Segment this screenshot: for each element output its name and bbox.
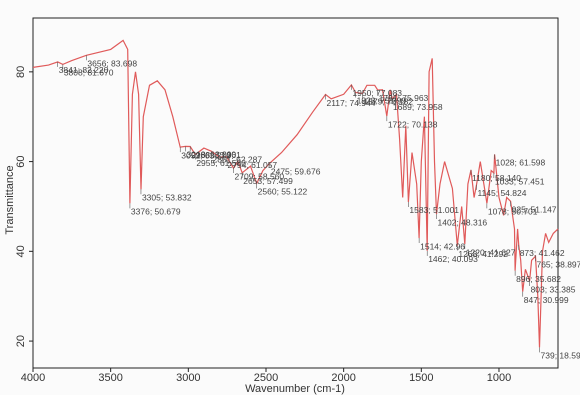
annotation: 2653; 57.499 xyxy=(243,176,293,186)
annotation: 2475; 59.676 xyxy=(271,166,321,176)
annotation: 873; 41.462 xyxy=(520,248,565,258)
annotation: 2560; 55.122 xyxy=(258,187,308,197)
annotation: 2754; 61.057 xyxy=(228,160,278,170)
annotation: 1462; 40.093 xyxy=(428,254,478,264)
annotation: 1879; 75.182 xyxy=(363,97,413,107)
annotation: 3052; 63.219 xyxy=(181,150,231,160)
x-tick-label: 2000 xyxy=(331,372,355,384)
y-tick-label: 60 xyxy=(15,155,27,167)
annotation: 2988; 63.361 xyxy=(191,150,241,160)
y-tick-label: 40 xyxy=(15,245,27,257)
annotation: 1402; 48.316 xyxy=(438,217,488,227)
annotation: 1583; 51.001 xyxy=(409,205,459,215)
annotation: 1781; 75.963 xyxy=(379,93,429,103)
annotation: 1220; 41.627 xyxy=(466,247,516,257)
x-tick-label: 3500 xyxy=(98,372,122,384)
annotation: 1722; 70.138 xyxy=(388,119,438,129)
x-tick-label: 2500 xyxy=(254,372,278,384)
annotation: 1923; 75.399 xyxy=(357,96,407,106)
annotation: 2851; 62.287 xyxy=(212,155,262,165)
x-tick-label: 4000 xyxy=(21,372,45,384)
annotation: 1033; 57.451 xyxy=(495,176,545,186)
y-axis-label: Transmittance xyxy=(4,165,16,234)
annotation: 1689; 73.958 xyxy=(393,102,443,112)
x-tick-label: 3000 xyxy=(176,372,200,384)
annotation: 803; 33.385 xyxy=(531,284,576,294)
y-tick-label: 20 xyxy=(15,335,27,347)
annotation: 1268; 41.292 xyxy=(458,249,508,259)
annotation: 739; 18.594 xyxy=(541,351,580,361)
annotation: 3808; 81.670 xyxy=(64,68,114,78)
annotation: 2117; 74.944 xyxy=(326,98,375,108)
annotation: 925; 51.147 xyxy=(512,205,557,215)
annotation: 847; 30.999 xyxy=(524,295,569,305)
annotation: 1514; 42.96 xyxy=(420,241,465,251)
y-tick-label: 80 xyxy=(15,66,27,78)
annotation: 3656; 83.698 xyxy=(87,59,137,69)
spectrum-line xyxy=(32,39,559,348)
annotation: 1180; 58.140 xyxy=(472,173,521,183)
annotation: 1145; 54.824 xyxy=(477,188,526,198)
annotation: 1078; 50.701 xyxy=(488,207,538,217)
annotation: 3841; 82.220 xyxy=(59,65,109,75)
plot-frame xyxy=(32,17,559,369)
x-axis-label: Wavenumber (cm-1) xyxy=(245,383,345,395)
annotation: 3305; 53.832 xyxy=(142,193,192,203)
x-tick-label: 1000 xyxy=(487,372,511,384)
annotation: 3376; 50.679 xyxy=(131,207,181,217)
annotation: 1028; 61.598 xyxy=(496,158,546,168)
annotation: 2955; 61.580 xyxy=(196,158,246,168)
annotation: 2709; 58.560 xyxy=(235,171,285,181)
annotation: 765; 38.897 xyxy=(536,260,580,270)
annotation: 896; 35.682 xyxy=(516,274,561,284)
x-tick-label: 1500 xyxy=(409,372,433,384)
